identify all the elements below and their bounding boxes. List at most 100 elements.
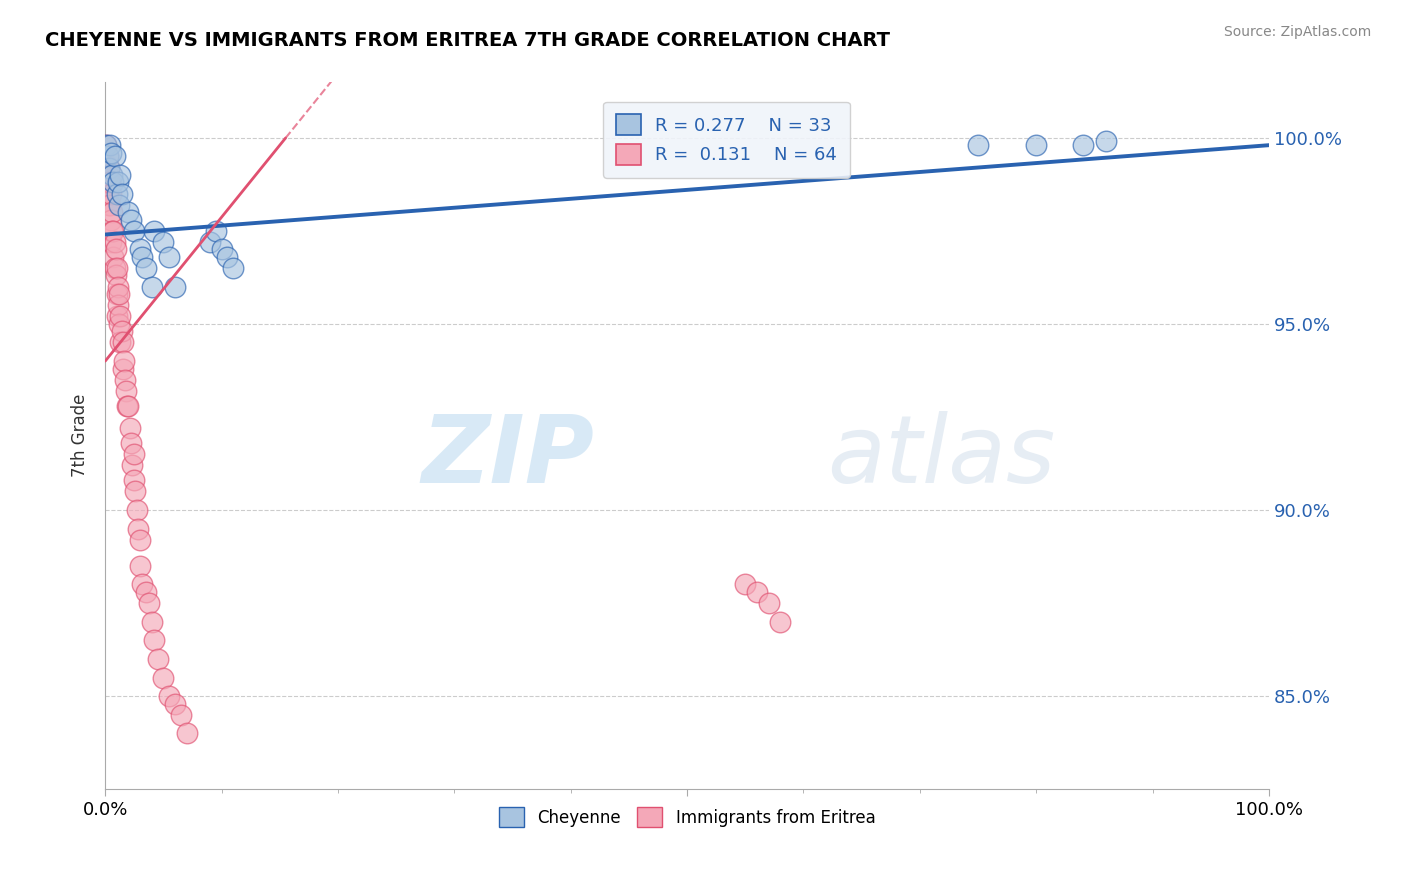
Point <box>105 310 128 324</box>
Point <box>1071 138 1094 153</box>
Point <box>98 198 121 212</box>
Point <box>131 250 153 264</box>
Point <box>734 577 756 591</box>
Point <box>96 186 118 201</box>
Point <box>129 243 152 257</box>
Point <box>110 168 132 182</box>
Point <box>222 260 245 275</box>
Point <box>204 224 226 238</box>
Point <box>104 268 127 283</box>
Point <box>143 633 166 648</box>
Point <box>124 447 146 461</box>
Point <box>103 260 125 275</box>
Point <box>125 503 148 517</box>
Point <box>138 596 160 610</box>
Legend: Cheyenne, Immigrants from Eritrea: Cheyenne, Immigrants from Eritrea <box>492 800 882 834</box>
Y-axis label: 7th Grade: 7th Grade <box>72 394 89 477</box>
Point <box>104 243 127 257</box>
Point <box>103 175 125 189</box>
Point <box>118 421 141 435</box>
Point <box>96 157 118 171</box>
Point <box>96 149 118 163</box>
Point <box>101 224 124 238</box>
Point <box>96 138 118 153</box>
Point <box>107 298 129 312</box>
Point <box>769 615 792 629</box>
Point <box>163 279 186 293</box>
Point <box>103 224 125 238</box>
Point <box>152 235 174 249</box>
Point <box>217 250 239 264</box>
Point <box>110 324 132 338</box>
Point <box>100 235 122 249</box>
Point <box>101 205 124 219</box>
Point <box>111 361 134 376</box>
Point <box>110 186 132 201</box>
Point <box>100 212 122 227</box>
Point <box>108 317 131 331</box>
Point <box>97 198 120 212</box>
Point <box>163 697 186 711</box>
Point <box>135 260 157 275</box>
Point <box>1095 135 1118 149</box>
Point <box>97 175 120 189</box>
Point <box>141 615 163 629</box>
Point <box>117 205 139 219</box>
Point <box>103 250 125 264</box>
Point <box>146 652 169 666</box>
Point <box>107 175 129 189</box>
Point <box>108 198 131 212</box>
Point <box>117 399 139 413</box>
Point <box>121 458 143 473</box>
Point <box>129 558 152 573</box>
Point <box>103 149 125 163</box>
Point <box>124 224 146 238</box>
Point <box>96 149 118 163</box>
Point <box>120 212 142 227</box>
Point <box>100 145 122 160</box>
Point <box>105 260 128 275</box>
Text: Source: ZipAtlas.com: Source: ZipAtlas.com <box>1223 25 1371 39</box>
Point <box>176 726 198 740</box>
Point <box>111 335 134 350</box>
Point <box>115 384 138 398</box>
Point <box>143 224 166 238</box>
Point <box>1025 138 1047 153</box>
Point <box>105 287 128 301</box>
Point <box>157 250 180 264</box>
Point <box>110 335 132 350</box>
Point <box>97 161 120 175</box>
Point <box>124 484 146 499</box>
Point <box>114 373 136 387</box>
Point <box>967 138 990 153</box>
Point <box>107 279 129 293</box>
Point <box>112 354 135 368</box>
Point <box>152 671 174 685</box>
Text: atlas: atlas <box>827 411 1054 502</box>
Point <box>105 186 128 201</box>
Point <box>101 168 124 182</box>
Point <box>157 689 180 703</box>
Point <box>117 399 139 413</box>
Point <box>96 138 118 153</box>
Point <box>97 161 120 175</box>
Point <box>120 436 142 450</box>
Point <box>141 279 163 293</box>
Point <box>124 473 146 487</box>
Point <box>211 243 233 257</box>
Point <box>129 533 152 547</box>
Point <box>103 235 125 249</box>
Point <box>98 175 121 189</box>
Point <box>758 596 780 610</box>
Text: ZIP: ZIP <box>422 411 593 503</box>
Point <box>98 138 121 153</box>
Point <box>96 168 118 182</box>
Point <box>745 585 768 599</box>
Point <box>108 287 131 301</box>
Point <box>127 522 149 536</box>
Text: CHEYENNE VS IMMIGRANTS FROM ERITREA 7TH GRADE CORRELATION CHART: CHEYENNE VS IMMIGRANTS FROM ERITREA 7TH … <box>45 31 890 50</box>
Point <box>131 577 153 591</box>
Point <box>135 585 157 599</box>
Point <box>170 707 193 722</box>
Point <box>96 175 118 189</box>
